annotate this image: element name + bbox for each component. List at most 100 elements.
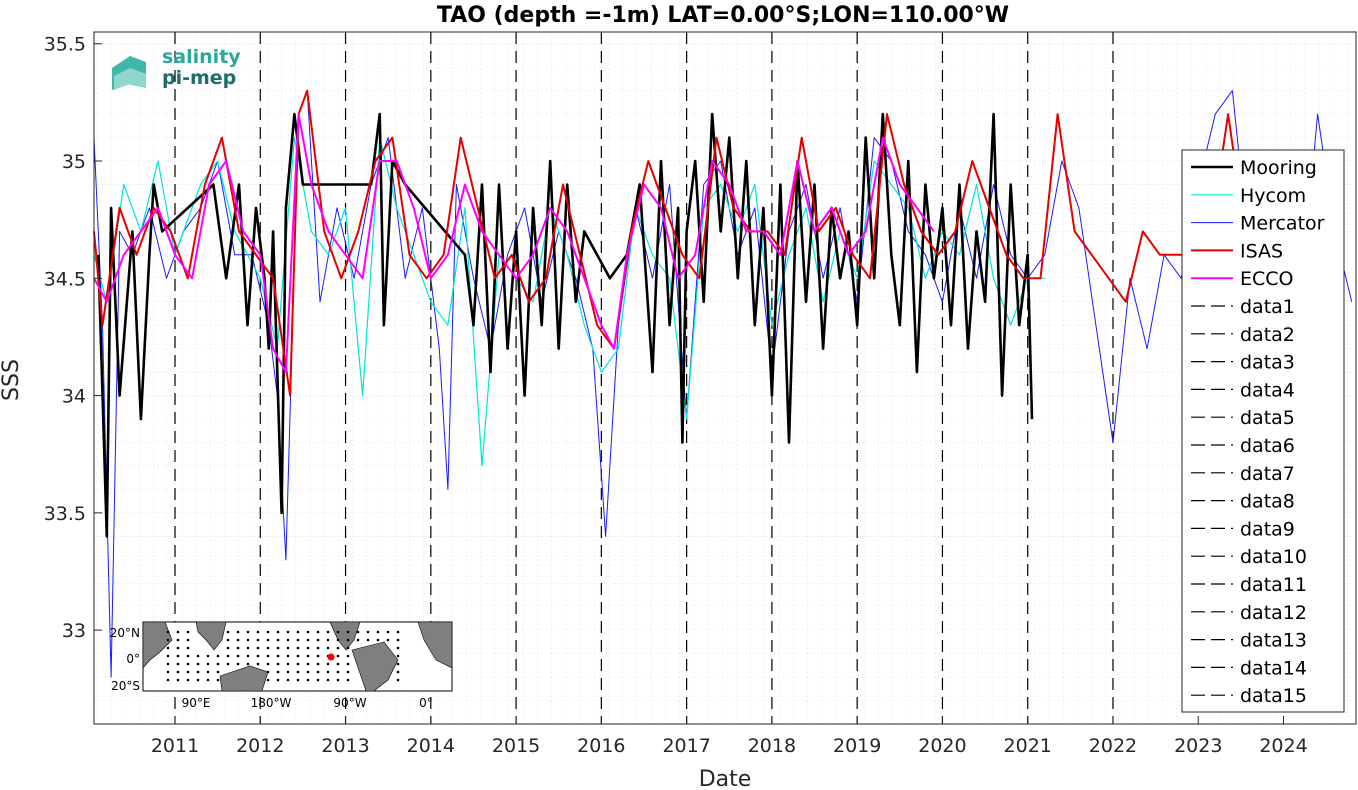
mooring-dot <box>296 670 300 674</box>
salinity-pimep-logo: salinity pi-mep <box>112 46 241 90</box>
mooring-dot <box>226 638 230 642</box>
x-tick-label: 2023 <box>1174 735 1222 757</box>
legend-entry: data14 <box>1240 657 1307 679</box>
mooring-dot <box>286 662 290 666</box>
mooring-dot <box>386 638 390 642</box>
mooring-dot <box>226 646 230 650</box>
mooring-dot <box>396 678 400 682</box>
map-lat-label: 20°S <box>111 679 140 693</box>
legend-entry: data10 <box>1240 546 1307 568</box>
mooring-dot <box>186 630 190 634</box>
x-ticks: 2011 2012 2013 2014 2015 2016 2017 2018 2019 2020… <box>151 716 1308 757</box>
mooring-dot <box>286 654 290 658</box>
legend-entry: data7 <box>1240 463 1295 485</box>
map-lat-label: 0° <box>126 652 140 666</box>
mooring-dot <box>336 678 340 682</box>
mooring-dot <box>316 646 320 650</box>
mooring-dot <box>356 638 360 642</box>
y-tick-label: 34 <box>62 386 86 408</box>
mooring-dot <box>286 646 290 650</box>
y-tick-label: 35.5 <box>44 34 86 56</box>
legend: Mooring Hycom Mercator ISAS ECCO data1 data2 da… <box>1181 149 1345 713</box>
mooring-dot <box>286 678 290 682</box>
mooring-dot <box>186 670 190 674</box>
mooring-dot <box>316 654 320 658</box>
mooring-dot <box>306 646 310 650</box>
mooring-dot <box>266 654 270 658</box>
mooring-dot <box>226 662 230 666</box>
mooring-dot <box>206 678 210 682</box>
mooring-dot <box>316 670 320 674</box>
mooring-dot <box>316 638 320 642</box>
map-lon-label: 0° <box>419 696 433 710</box>
chart-title: TAO (depth =-1m) LAT=0.00°S;LON=110.00°W <box>437 3 1009 28</box>
mooring-dot <box>286 638 290 642</box>
legend-entry: data13 <box>1240 630 1307 652</box>
mooring-dot <box>166 646 170 650</box>
mooring-dot <box>266 646 270 650</box>
legend-entry: data15 <box>1240 685 1307 707</box>
x-tick-label: 2021 <box>1004 735 1052 757</box>
mooring-dot <box>276 630 280 634</box>
mooring-dot <box>246 662 250 666</box>
legend-entry: Mercator <box>1240 213 1325 235</box>
central-america-land <box>329 621 361 651</box>
x-axis-label: Date <box>699 767 752 790</box>
mooring-dot <box>346 638 350 642</box>
mooring-dot <box>186 662 190 666</box>
mooring-dot <box>336 662 340 666</box>
legend-entry: data5 <box>1240 407 1295 429</box>
series-line-ecco <box>93 113 935 374</box>
mooring-dot <box>216 662 220 666</box>
mooring-dot <box>196 670 200 674</box>
series-lines <box>93 89 1353 678</box>
mooring-dot <box>296 638 300 642</box>
mooring-dot <box>266 678 270 682</box>
legend-entry: data3 <box>1240 352 1295 374</box>
mooring-dot <box>286 670 290 674</box>
mooring-dot <box>336 654 340 658</box>
logo-text-2: pi-mep <box>162 67 236 89</box>
legend-entry: ISAS <box>1240 240 1283 262</box>
legend-entry: data12 <box>1240 602 1307 624</box>
mooring-dot <box>306 678 310 682</box>
y-tick-label: 33.5 <box>44 503 86 525</box>
map-lon-label: 90°E <box>182 696 211 710</box>
mooring-dot <box>266 638 270 642</box>
x-tick-label: 2012 <box>236 735 284 757</box>
mooring-dot <box>166 638 170 642</box>
map-lat-label: 20°N <box>110 626 140 640</box>
mooring-dot <box>216 654 220 658</box>
mooring-dot <box>236 662 240 666</box>
plot-frame <box>93 31 1357 725</box>
south-america-land <box>351 641 399 692</box>
mooring-dot <box>276 646 280 650</box>
mooring-dot <box>276 654 280 658</box>
mooring-dot <box>376 638 380 642</box>
legend-entry: data2 <box>1240 324 1295 346</box>
mooring-dot <box>306 654 310 658</box>
mooring-dot <box>166 678 170 682</box>
mooring-dot <box>176 654 180 658</box>
mooring-dot <box>276 678 280 682</box>
mooring-dot <box>316 662 320 666</box>
mooring-dot <box>256 638 260 642</box>
legend-entry: data4 <box>1240 379 1295 401</box>
mooring-dot <box>186 678 190 682</box>
mooring-dot <box>176 678 180 682</box>
mooring-dot <box>326 662 330 666</box>
mooring-dot <box>276 662 280 666</box>
legend-entry: data6 <box>1240 435 1295 457</box>
mooring-dot <box>266 630 270 634</box>
y-axis-label: SSS <box>0 359 24 401</box>
mooring-dot <box>226 654 230 658</box>
mooring-dot <box>396 646 400 650</box>
mooring-dot <box>256 654 260 658</box>
mooring-dot <box>256 662 260 666</box>
mooring-dot <box>346 654 350 658</box>
mooring-dot <box>176 646 180 650</box>
mooring-dot <box>396 670 400 674</box>
mooring-dot <box>266 662 270 666</box>
x-tick-label: 2015 <box>492 735 540 757</box>
mooring-dot <box>336 630 340 634</box>
